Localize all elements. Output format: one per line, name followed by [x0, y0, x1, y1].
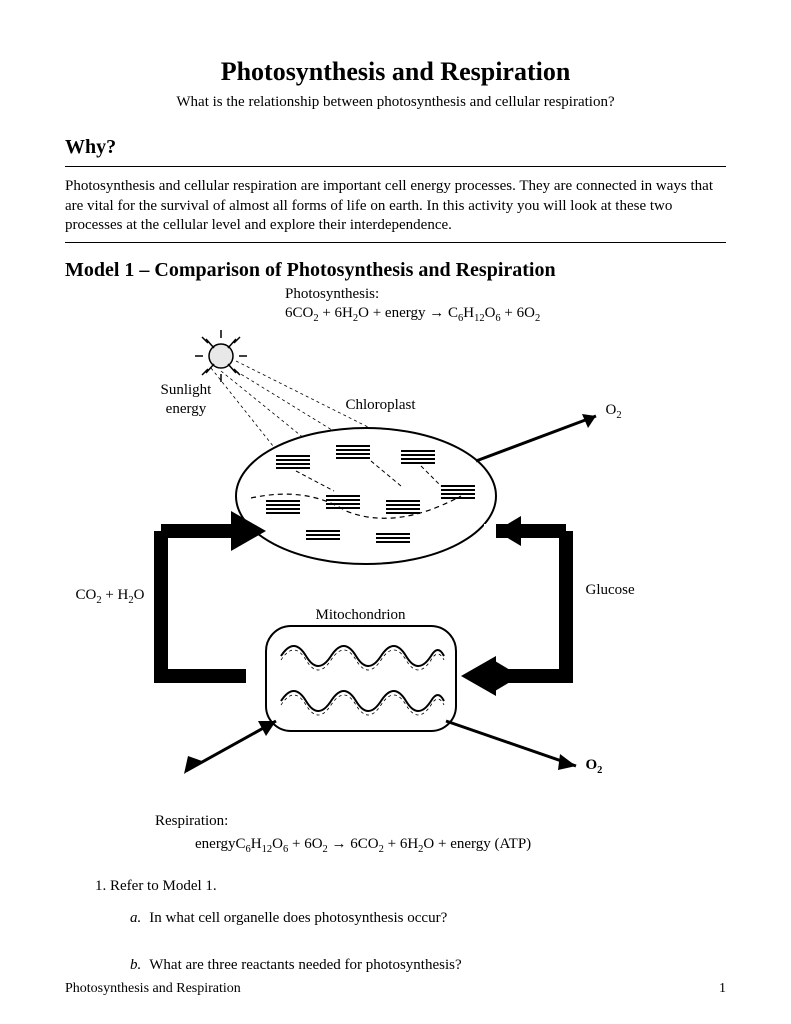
divider	[65, 242, 726, 243]
glucose-label: Glucose	[586, 581, 635, 601]
co2-h2o-arrow	[154, 511, 266, 683]
intro-paragraph: Photosynthesis and cellular respiration …	[65, 177, 726, 236]
o2-top-label: O2	[606, 401, 622, 423]
footer-title: Photosynthesis and Respiration	[65, 980, 241, 998]
o2-bottom-arrow	[446, 721, 576, 766]
page-subtitle: What is the relationship between photosy…	[65, 93, 726, 113]
o2-out-arrow	[476, 416, 596, 461]
sunlight-label: Sunlightenergy	[161, 381, 212, 420]
glucose-arrow	[495, 516, 566, 691]
question-1a: a.In what cell organelle does photosynth…	[130, 909, 726, 929]
mitochondrion-label: Mitochondrion	[316, 606, 406, 626]
page-title: Photosynthesis and Respiration	[65, 55, 726, 89]
o2-bottom-label: O2	[586, 756, 603, 778]
question-1: 1. Refer to Model 1.	[95, 877, 726, 897]
cycle-diagram: Sunlightenergy Chloroplast O2 Glucose CO…	[66, 326, 726, 806]
respiration-equation: energyC6H12O6 + 6O2 → 6CO2 + 6H2O + ener…	[195, 835, 726, 857]
mitochondrion-icon	[266, 626, 456, 731]
question-1b: b.What are three reactants needed for ph…	[130, 956, 726, 976]
why-heading: Why?	[65, 134, 726, 160]
page-number: 1	[719, 980, 726, 998]
co2-h2o-label: CO2 + H2O	[76, 586, 145, 608]
divider	[65, 166, 726, 167]
chloroplast-label: Chloroplast	[346, 396, 416, 416]
chloroplast-icon	[236, 428, 496, 564]
questions-block: 1. Refer to Model 1. a.In what cell orga…	[95, 877, 726, 976]
photosynthesis-equation: Photosynthesis: 6CO2 + 6H2O + energy → C…	[285, 285, 726, 326]
respiration-label: Respiration:	[155, 812, 726, 832]
model-heading: Model 1 – Comparison of Photosynthesis a…	[65, 257, 726, 283]
